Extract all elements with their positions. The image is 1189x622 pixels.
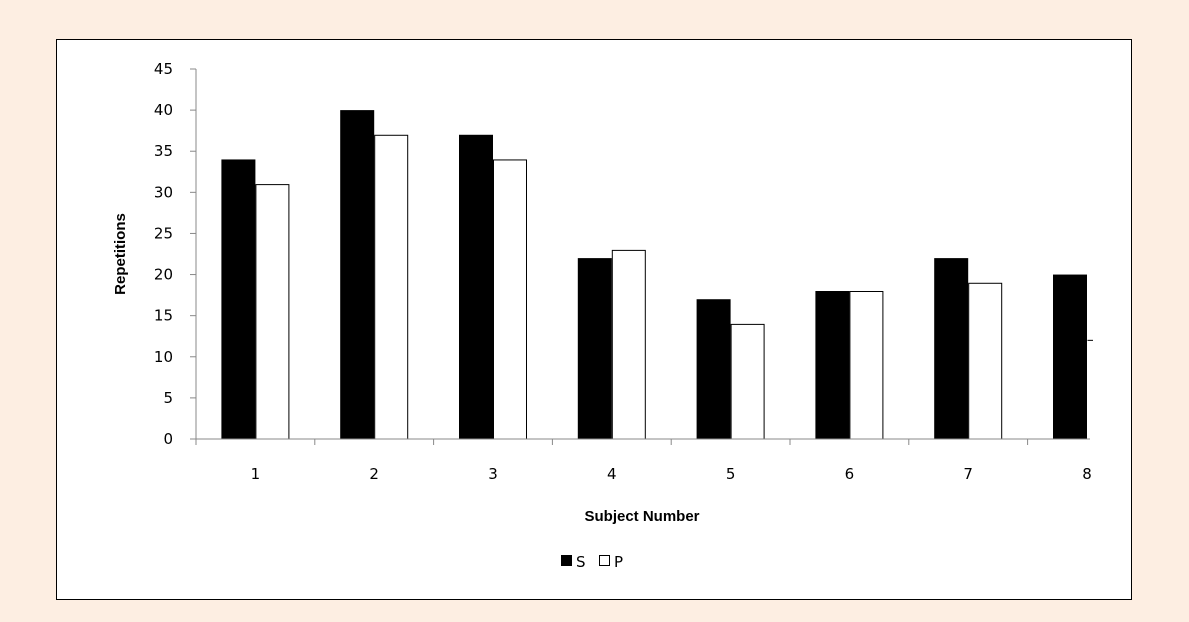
legend-label-s: S	[576, 553, 586, 571]
bar-p	[968, 282, 1003, 440]
y-tick-label: 25	[154, 224, 173, 242]
legend-label-p: P	[614, 553, 623, 571]
y-tick-label: 40	[154, 101, 173, 119]
legend-swatch-s	[561, 555, 572, 566]
bar-p	[611, 249, 646, 440]
y-tick-label: 45	[154, 60, 173, 78]
y-tick-label: 30	[154, 183, 173, 201]
y-axis-title: Repetitions	[112, 213, 129, 295]
x-axis-title: Subject Number	[584, 508, 699, 525]
bar-s	[934, 258, 969, 440]
y-tick-label: 35	[154, 142, 173, 160]
y-tick-label: 20	[154, 266, 173, 284]
legend-swatch-p	[599, 555, 610, 566]
bar-s	[696, 299, 731, 440]
x-tick-label: 8	[1082, 465, 1092, 483]
bar-s	[221, 159, 256, 440]
y-tick-label: 10	[154, 348, 173, 366]
x-tick-label: 1	[251, 465, 261, 483]
x-tick-label: 4	[607, 465, 617, 483]
bar-p	[493, 159, 527, 440]
bar-s	[815, 291, 850, 440]
bar-s	[340, 110, 375, 440]
x-tick-label: 2	[369, 465, 379, 483]
bar-s	[1053, 274, 1087, 440]
y-tick-label: 0	[163, 430, 173, 448]
bar-s	[459, 134, 493, 440]
y-tick-label: 5	[163, 389, 173, 407]
x-tick-label: 7	[963, 465, 973, 483]
x-tick-label: 5	[726, 465, 736, 483]
y-tick-label: 15	[154, 307, 173, 325]
x-tick-label: 6	[845, 465, 855, 483]
bar-p	[255, 184, 290, 440]
x-tick-label: 3	[488, 465, 498, 483]
bar-s	[577, 258, 612, 440]
bar-p	[374, 134, 409, 440]
bar-p	[849, 291, 884, 440]
bar-p	[730, 323, 765, 440]
